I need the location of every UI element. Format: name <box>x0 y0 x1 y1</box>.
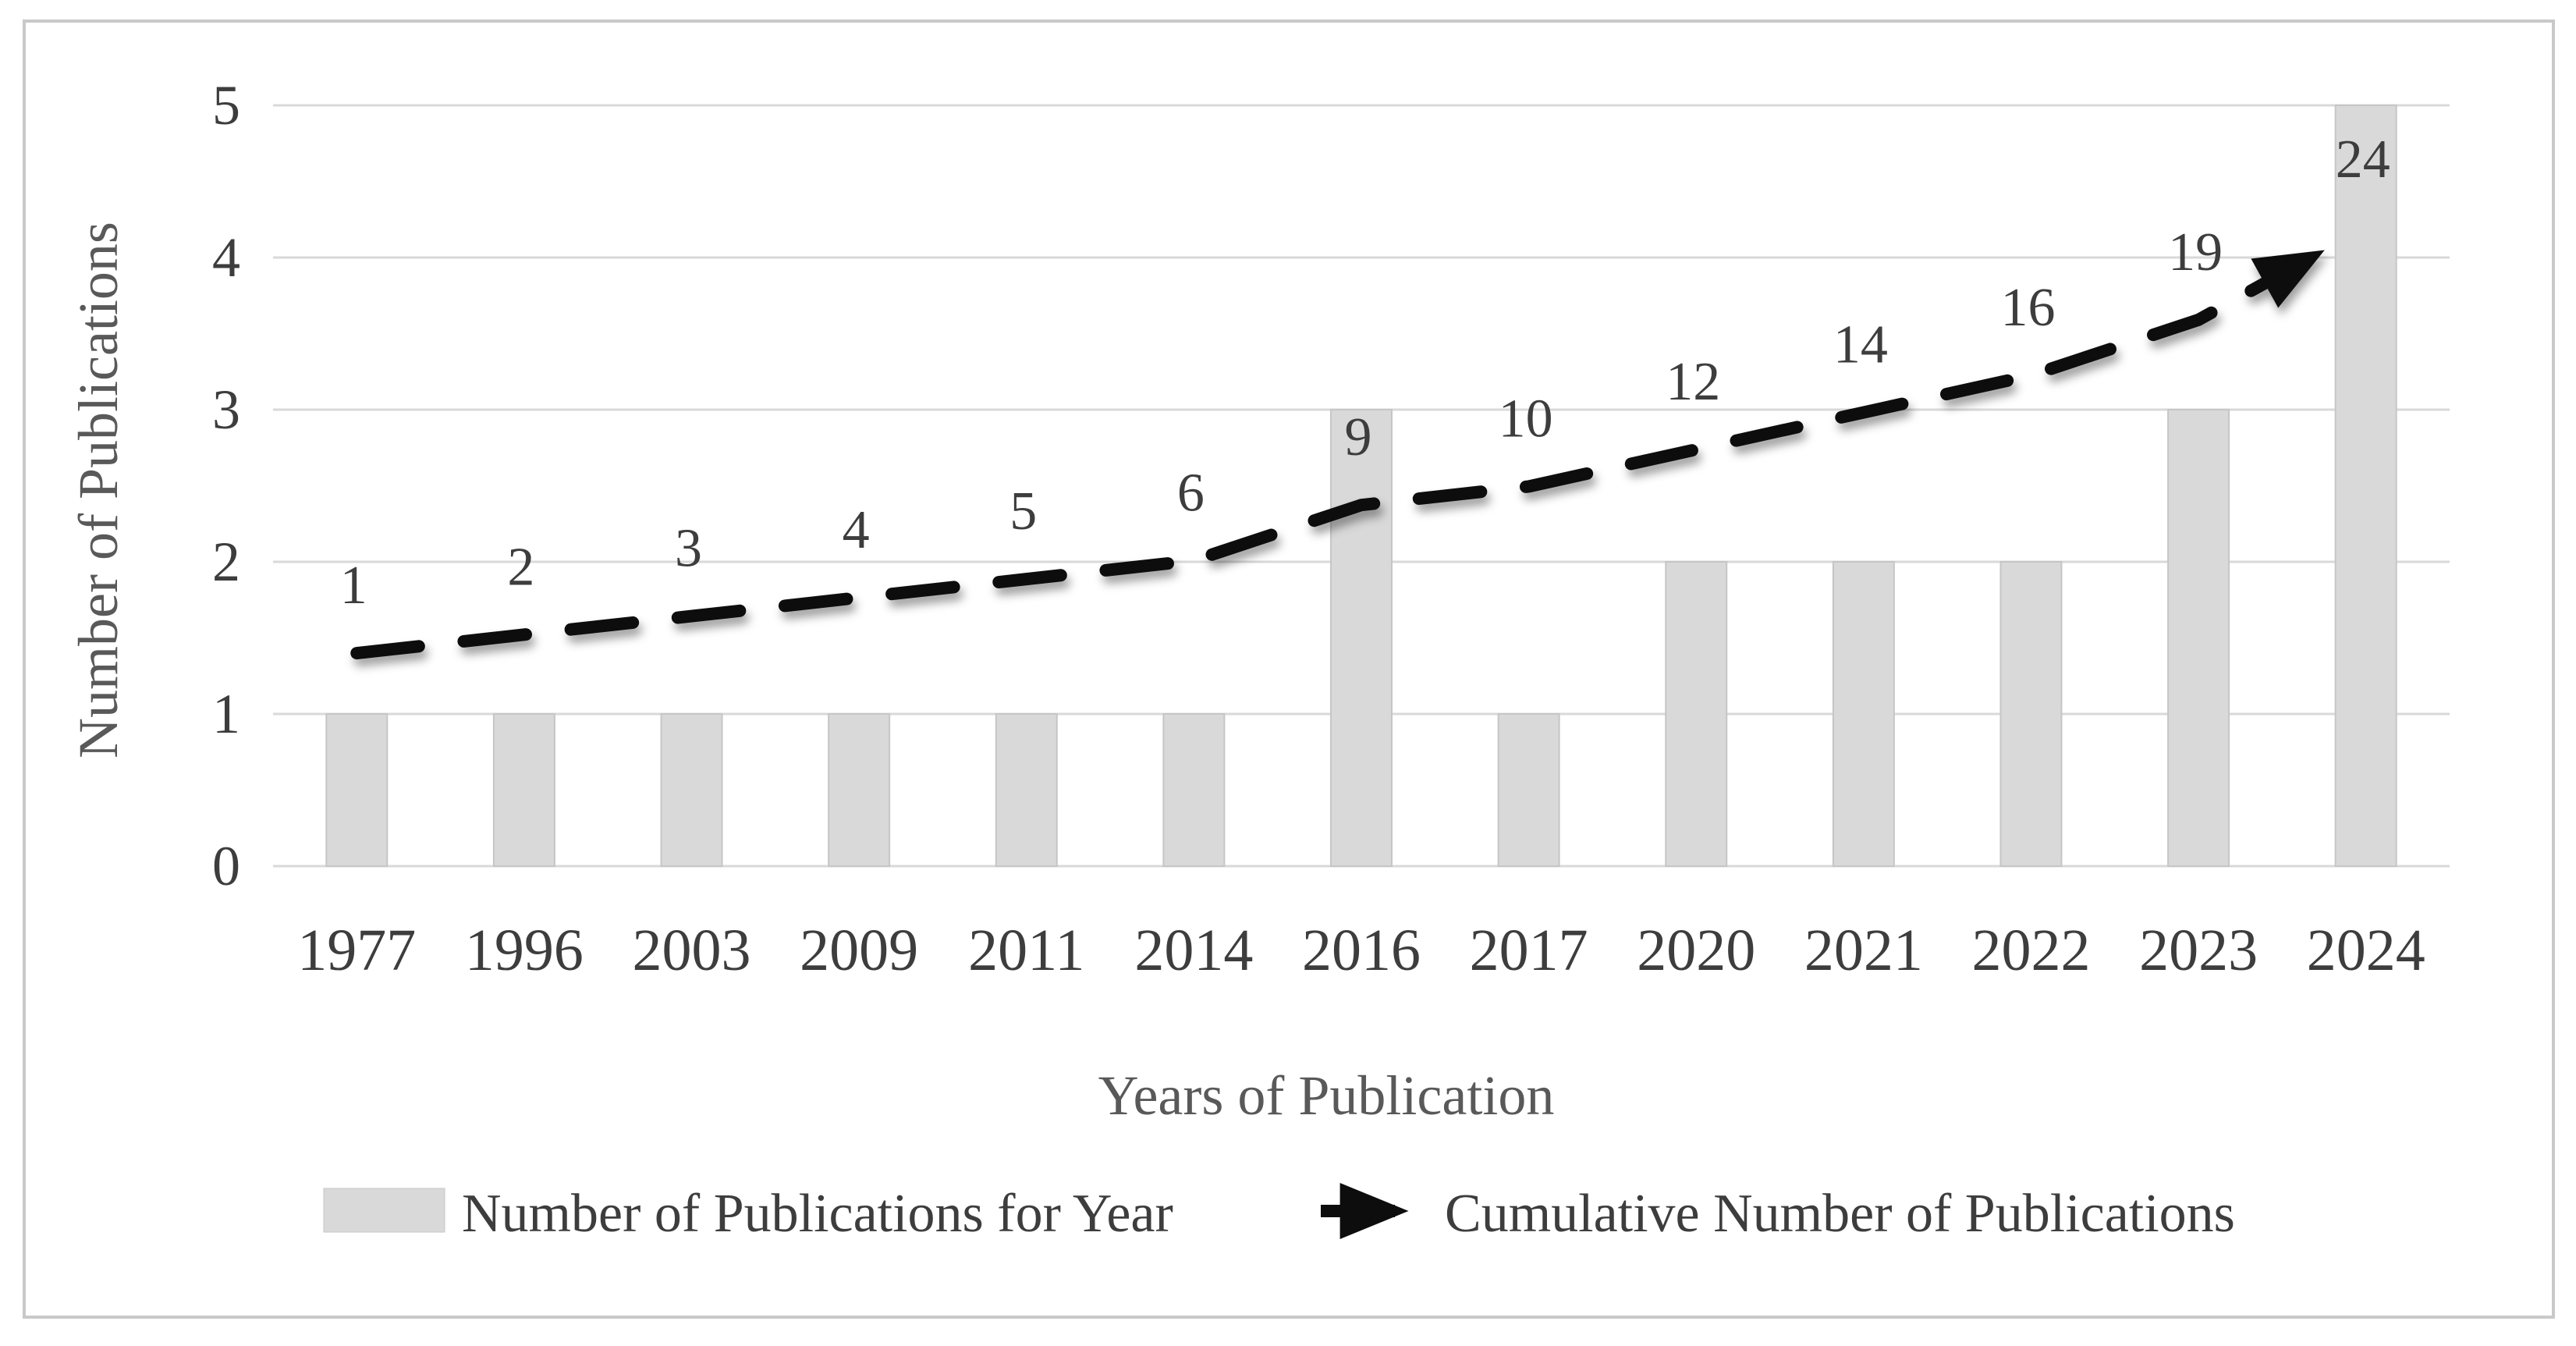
cumulative-label-2024: 24 <box>2336 130 2390 190</box>
cumulative-dashed-line <box>350 250 2325 660</box>
x-tick-label-2011: 2011 <box>968 918 1084 983</box>
bar-2021 <box>1832 561 1895 867</box>
y-tick-label-2: 2 <box>212 531 240 593</box>
y-tick-label-1: 1 <box>212 683 240 745</box>
cumulative-label-2022: 16 <box>2000 278 2055 338</box>
x-axis-tick-labels: 1977 1996 2003 2009 2011 2014 2016 2017 2020 2021… <box>297 918 2425 983</box>
x-tick-label-2017: 2017 <box>1470 918 1588 983</box>
y-tick-label-4: 4 <box>212 226 240 289</box>
x-tick-label-2009: 2009 <box>800 918 918 983</box>
x-tick-label-1977: 1977 <box>297 918 416 983</box>
bar-series <box>325 105 2397 867</box>
x-tick-label-2003: 2003 <box>633 918 751 983</box>
x-tick-label-2016: 2016 <box>1302 918 1421 983</box>
cumulative-label-2011: 5 <box>1009 481 1037 542</box>
y-axis-tick-labels: 0 1 2 3 4 5 <box>212 74 240 897</box>
cumulative-label-2009: 4 <box>843 500 870 560</box>
bar-2022 <box>1999 561 2063 867</box>
cumulative-line-series <box>350 250 2325 660</box>
bar-2009 <box>828 713 891 867</box>
bar-2024 <box>2334 105 2397 867</box>
cumulative-label-1977: 1 <box>340 556 367 616</box>
figure-border <box>23 20 2555 1319</box>
x-tick-label-1996: 1996 <box>465 918 584 983</box>
x-tick-label-2023: 2023 <box>2139 918 2258 983</box>
cumulative-label-2017: 10 <box>1499 389 1553 449</box>
bar-2014 <box>1162 713 1226 867</box>
x-tick-label-2024: 2024 <box>2307 918 2425 983</box>
cumulative-label-2020: 12 <box>1666 352 1720 412</box>
bar-1996 <box>492 713 555 867</box>
y-axis-title: Number of Publications <box>67 222 130 758</box>
gridlines <box>273 104 2450 868</box>
y-tick-label-0: 0 <box>212 835 240 897</box>
cumulative-label-2016: 9 <box>1345 407 1372 467</box>
x-tick-label-2022: 2022 <box>1971 918 2090 983</box>
y-tick-label-3: 3 <box>212 378 240 441</box>
bar-1977 <box>325 713 389 867</box>
x-tick-label-2021: 2021 <box>1804 918 1923 983</box>
x-tick-label-2014: 2014 <box>1134 918 1253 983</box>
legend-bar-label: Number of Publications for Year <box>462 1184 1173 1244</box>
x-axis-title: Years of Publication <box>1098 1064 1555 1127</box>
bar-2016 <box>1330 409 1393 867</box>
bar-2020 <box>1665 561 1728 867</box>
bar-2011 <box>995 713 1058 867</box>
cumulative-label-2003: 3 <box>675 519 702 579</box>
cumulative-label-1996: 2 <box>507 537 534 597</box>
bar-2017 <box>1497 713 1560 867</box>
x-tick-label-2020: 2020 <box>1637 918 1755 983</box>
y-tick-label-5: 5 <box>212 74 240 137</box>
legend: Number of Publications for Year Cumulati… <box>323 1183 2235 1244</box>
legend-bar-swatch-icon <box>323 1188 445 1233</box>
cumulative-label-2014: 6 <box>1177 463 1205 523</box>
bar-2023 <box>2167 409 2230 867</box>
cumulative-label-2023: 19 <box>2168 222 2223 282</box>
cumulative-label-2021: 14 <box>1833 315 1888 375</box>
bar-2003 <box>660 713 723 867</box>
legend-line-label: Cumulative Number of Publications <box>1445 1184 2235 1244</box>
